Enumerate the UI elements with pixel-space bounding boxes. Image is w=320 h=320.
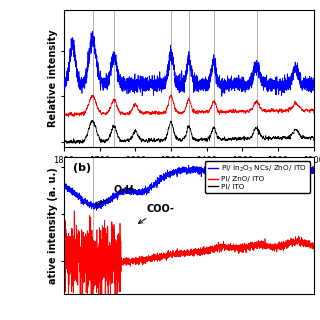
Text: (b): (b) xyxy=(73,163,91,173)
Text: O-H: O-H xyxy=(96,185,134,205)
Legend: PI/ In$_2$O$_3$ NCs/ ZnO/ ITO, PI/ ZnO/ ITO, PI/ ITO: PI/ In$_2$O$_3$ NCs/ ZnO/ ITO, PI/ ZnO/ … xyxy=(205,161,310,193)
Y-axis label: ative intensity (a. u.): ative intensity (a. u.) xyxy=(48,168,59,284)
Text: COO-: COO- xyxy=(139,204,174,223)
Y-axis label: Relative intensity: Relative intensity xyxy=(48,29,59,127)
